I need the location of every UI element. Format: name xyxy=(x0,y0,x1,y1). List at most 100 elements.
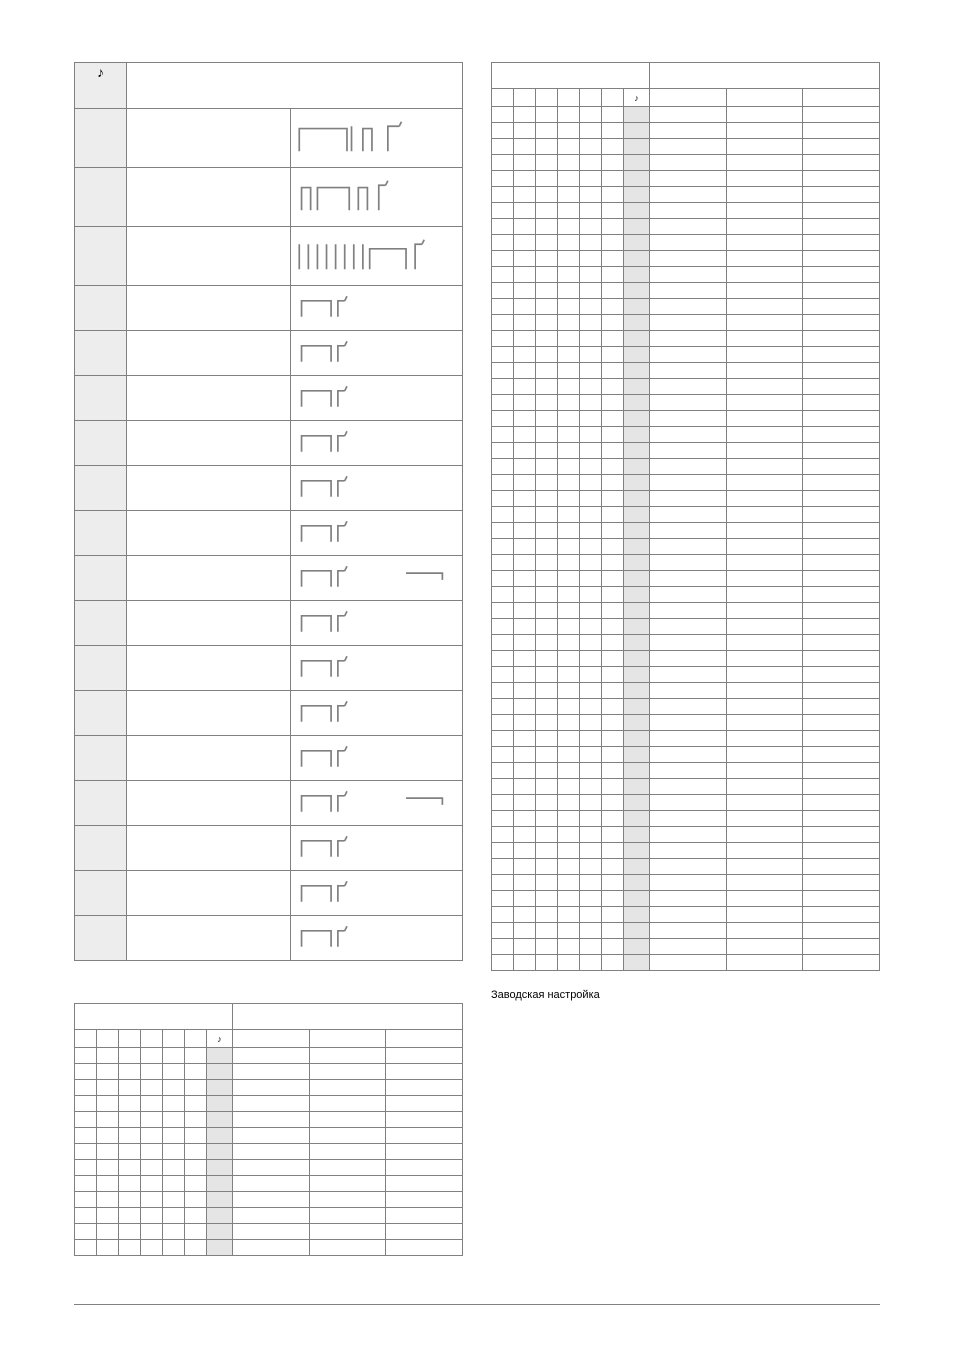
map-cell xyxy=(624,571,650,587)
map-cell xyxy=(650,683,727,699)
map-cell xyxy=(602,779,624,795)
map-cell xyxy=(580,219,602,235)
map-cell xyxy=(624,523,650,539)
style-map-table-a: ♪ xyxy=(74,1003,463,1256)
map-cell xyxy=(386,1144,463,1160)
map-cell xyxy=(580,523,602,539)
map-cell xyxy=(492,347,514,363)
map-cell xyxy=(580,875,602,891)
map-cell xyxy=(650,699,727,715)
map-cell xyxy=(624,315,650,331)
rhythm-row-num xyxy=(75,109,127,168)
map-cell xyxy=(726,699,803,715)
map-cell xyxy=(726,891,803,907)
map-cell xyxy=(624,907,650,923)
map-cell xyxy=(97,1064,119,1080)
map-cell xyxy=(386,1192,463,1208)
map-cell xyxy=(558,203,580,219)
map-cell xyxy=(624,331,650,347)
map-cell xyxy=(558,299,580,315)
map-cell xyxy=(624,795,650,811)
map-cell xyxy=(650,763,727,779)
map-cell xyxy=(97,1048,119,1064)
map-cell xyxy=(492,603,514,619)
map-cell xyxy=(602,363,624,379)
map-row xyxy=(492,923,880,939)
map-cell xyxy=(726,459,803,475)
map-cell xyxy=(97,1160,119,1176)
map-cell xyxy=(558,363,580,379)
map-cell xyxy=(536,347,558,363)
map-cell xyxy=(119,1160,141,1176)
map-cell xyxy=(141,1224,163,1240)
map-cell xyxy=(580,475,602,491)
rhythm-row-num xyxy=(75,511,127,556)
map-cell xyxy=(97,1240,119,1256)
map-cell xyxy=(233,1240,310,1256)
map-cell xyxy=(536,683,558,699)
map-cell xyxy=(650,651,727,667)
map-cell xyxy=(558,587,580,603)
map-cell xyxy=(233,1080,310,1096)
map-cell xyxy=(558,859,580,875)
map-cell xyxy=(75,1160,97,1176)
map-cell xyxy=(536,907,558,923)
map-cell xyxy=(558,539,580,555)
map-cell xyxy=(492,267,514,283)
map-cell xyxy=(803,571,880,587)
map-cell xyxy=(558,171,580,187)
map-row xyxy=(492,779,880,795)
map-cell xyxy=(514,843,536,859)
map-cell xyxy=(602,107,624,123)
rhythm-row-diagram xyxy=(291,691,463,736)
map-cell xyxy=(726,571,803,587)
map-cell xyxy=(803,363,880,379)
map-cell xyxy=(580,139,602,155)
map-cell xyxy=(536,715,558,731)
map-cell xyxy=(309,1096,386,1112)
map-cell xyxy=(650,171,727,187)
map-row xyxy=(492,955,880,971)
rhythm-row-num xyxy=(75,826,127,871)
map-cell xyxy=(624,683,650,699)
map-a-head-left xyxy=(75,1004,233,1030)
map-cell xyxy=(580,843,602,859)
map-cell xyxy=(580,171,602,187)
map-b-head-right xyxy=(650,63,880,89)
map-cell xyxy=(386,1080,463,1096)
rhythm-row-num xyxy=(75,376,127,421)
map-cell xyxy=(492,187,514,203)
map-cell xyxy=(514,123,536,139)
map-cell xyxy=(97,1208,119,1224)
map-cell xyxy=(803,891,880,907)
map-cell xyxy=(536,267,558,283)
map-cell xyxy=(514,635,536,651)
map-cell xyxy=(726,955,803,971)
map-cell xyxy=(536,475,558,491)
map-cell xyxy=(558,939,580,955)
map-cell xyxy=(119,1192,141,1208)
map-cell xyxy=(514,651,536,667)
rhythm-row-name xyxy=(127,109,291,168)
map-cell xyxy=(492,939,514,955)
map-cell xyxy=(650,523,727,539)
map-cell xyxy=(536,619,558,635)
map-cell xyxy=(558,683,580,699)
map-cell xyxy=(558,763,580,779)
map-cell xyxy=(492,203,514,219)
map-cell xyxy=(141,1192,163,1208)
map-cell xyxy=(207,1176,233,1192)
map-cell xyxy=(514,875,536,891)
map-cell xyxy=(492,715,514,731)
map-cell xyxy=(514,155,536,171)
map-cell xyxy=(726,251,803,267)
map-cell xyxy=(624,155,650,171)
map-cell xyxy=(141,1240,163,1256)
rhythm-row-num xyxy=(75,646,127,691)
map-row xyxy=(492,619,880,635)
map-cell xyxy=(558,555,580,571)
map-cell xyxy=(580,251,602,267)
map-cell xyxy=(492,747,514,763)
map-cell xyxy=(558,139,580,155)
map-cell xyxy=(558,795,580,811)
